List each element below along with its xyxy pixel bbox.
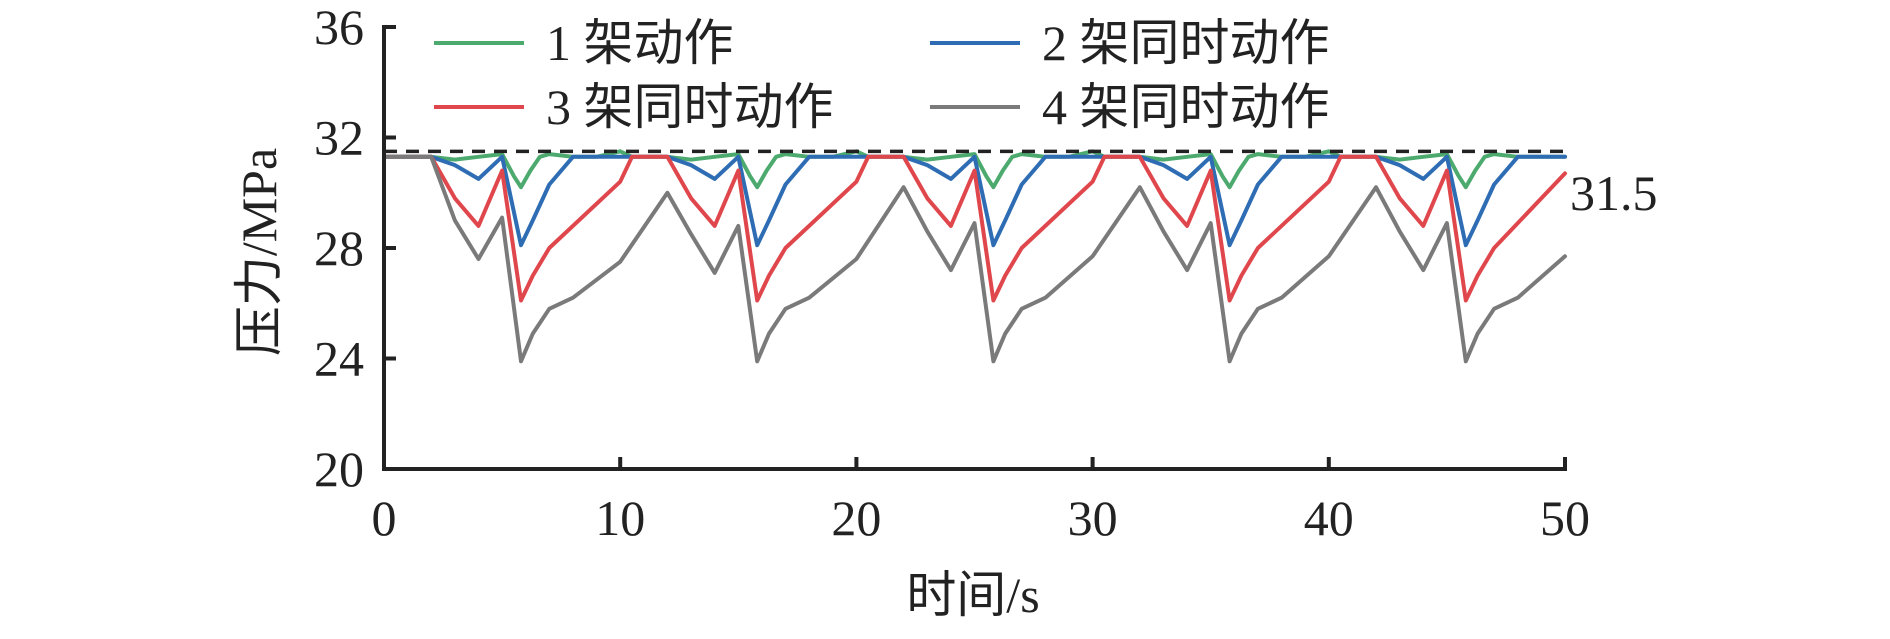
x-tick-label: 10 (595, 490, 645, 546)
series-line-3 (382, 154, 1567, 303)
y-axis-title: 压力/MPa (231, 148, 287, 356)
series-layer (382, 149, 1567, 364)
series-line-2 (382, 154, 1567, 248)
legend-label-3: 3 架同时动作 (546, 79, 834, 135)
x-tick-label: 40 (1304, 490, 1354, 546)
legend-label-1: 1 架动作 (546, 15, 734, 71)
x-tick-label: 20 (831, 490, 881, 546)
reference-line-label: 31.5 (1570, 165, 1658, 221)
legend-label-2: 2 架同时动作 (1042, 15, 1330, 71)
x-tick-label: 30 (1068, 490, 1118, 546)
legend: 1 架动作 2 架同时动作 3 架同时动作 4 架同时动作 (434, 15, 1330, 135)
x-axis-title: 时间/s (906, 567, 1039, 623)
y-tick-label: 28 (314, 220, 364, 276)
legend-label-4: 4 架同时动作 (1042, 79, 1330, 135)
y-tick-label: 36 (314, 0, 364, 55)
x-tick-label: 50 (1540, 490, 1590, 546)
y-tick-label: 32 (314, 110, 364, 166)
y-tick-label: 20 (314, 441, 364, 497)
series-line-4 (382, 154, 1567, 364)
y-tick-label: 24 (314, 331, 364, 387)
x-tick-label: 0 (372, 490, 397, 546)
axes-layer: 20 24 28 32 36 0 10 20 30 40 50 (314, 0, 1590, 546)
